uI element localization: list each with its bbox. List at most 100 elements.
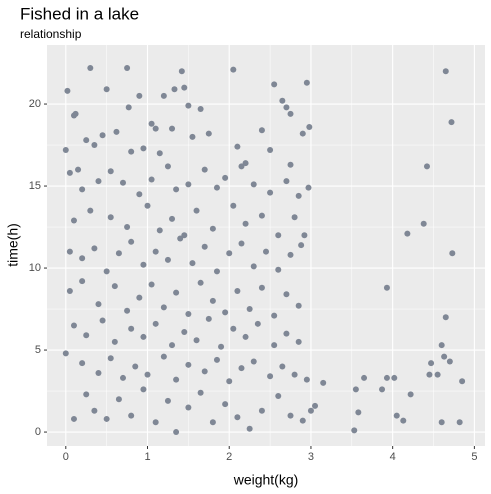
point [230, 202, 237, 209]
point [152, 248, 159, 255]
point [169, 215, 176, 222]
point [152, 125, 159, 132]
point [230, 325, 237, 332]
point [136, 294, 143, 301]
point [70, 217, 77, 224]
point [181, 329, 188, 336]
panel [47, 45, 485, 446]
point [132, 363, 139, 370]
point [242, 333, 249, 340]
point [238, 163, 245, 170]
point [164, 163, 171, 170]
point [438, 419, 445, 426]
point [351, 427, 358, 434]
point [128, 412, 135, 419]
point [299, 130, 306, 137]
point [189, 133, 196, 140]
point [391, 374, 398, 381]
point [434, 371, 441, 378]
point [193, 337, 200, 344]
point [254, 320, 261, 327]
point [279, 363, 286, 370]
point [459, 378, 466, 385]
point [148, 120, 155, 127]
point [303, 79, 310, 86]
point [234, 288, 241, 295]
point [66, 288, 73, 295]
point [242, 220, 249, 227]
y-tick-label: 15 [29, 180, 41, 192]
point [246, 306, 253, 313]
point [79, 360, 86, 367]
point [279, 97, 286, 104]
point [287, 110, 294, 117]
point [83, 332, 90, 339]
point [222, 174, 229, 181]
point [442, 314, 449, 321]
y-tick-label: 20 [29, 98, 41, 110]
point [173, 429, 180, 436]
point [238, 240, 245, 247]
chart-title: Fished in a lake [20, 4, 139, 23]
point [148, 281, 155, 288]
point [234, 143, 241, 150]
point [295, 192, 302, 199]
x-axis-title: weight(kg) [233, 472, 299, 488]
point [407, 391, 414, 398]
point [156, 150, 163, 157]
point [201, 243, 208, 250]
point [164, 256, 171, 263]
point [438, 342, 445, 349]
point [213, 268, 220, 275]
point [140, 386, 147, 393]
point [99, 317, 106, 324]
point [125, 104, 132, 111]
point [95, 178, 102, 185]
point [218, 343, 225, 350]
point [107, 355, 114, 362]
point [246, 425, 253, 432]
point [320, 379, 327, 386]
point [152, 320, 159, 327]
point [230, 66, 237, 73]
point [238, 365, 245, 372]
x-tick-label: 5 [471, 451, 477, 463]
point [156, 227, 163, 234]
point [171, 86, 178, 93]
point [95, 370, 102, 377]
y-tick-label: 10 [29, 262, 41, 274]
point [144, 371, 151, 378]
point [267, 189, 274, 196]
point [250, 358, 257, 365]
point [66, 248, 73, 255]
point [209, 419, 216, 426]
point [291, 214, 298, 221]
point [426, 371, 433, 378]
point [140, 333, 147, 340]
point [400, 417, 407, 424]
point [258, 284, 265, 291]
point [173, 186, 180, 193]
point [201, 166, 208, 173]
point [234, 414, 241, 421]
point [222, 309, 229, 316]
point [250, 181, 257, 188]
point [201, 368, 208, 375]
point [258, 127, 265, 134]
point [226, 378, 233, 385]
point [275, 232, 282, 239]
point [301, 232, 308, 239]
chart-subtitle: relationship [20, 27, 82, 41]
point [185, 181, 192, 188]
point [144, 202, 151, 209]
point [160, 92, 167, 99]
point [115, 250, 122, 257]
point [449, 250, 456, 257]
point [140, 261, 147, 268]
point [119, 374, 126, 381]
point [128, 238, 135, 245]
point [189, 260, 196, 267]
point [173, 376, 180, 383]
point [95, 301, 102, 308]
point [209, 297, 216, 304]
